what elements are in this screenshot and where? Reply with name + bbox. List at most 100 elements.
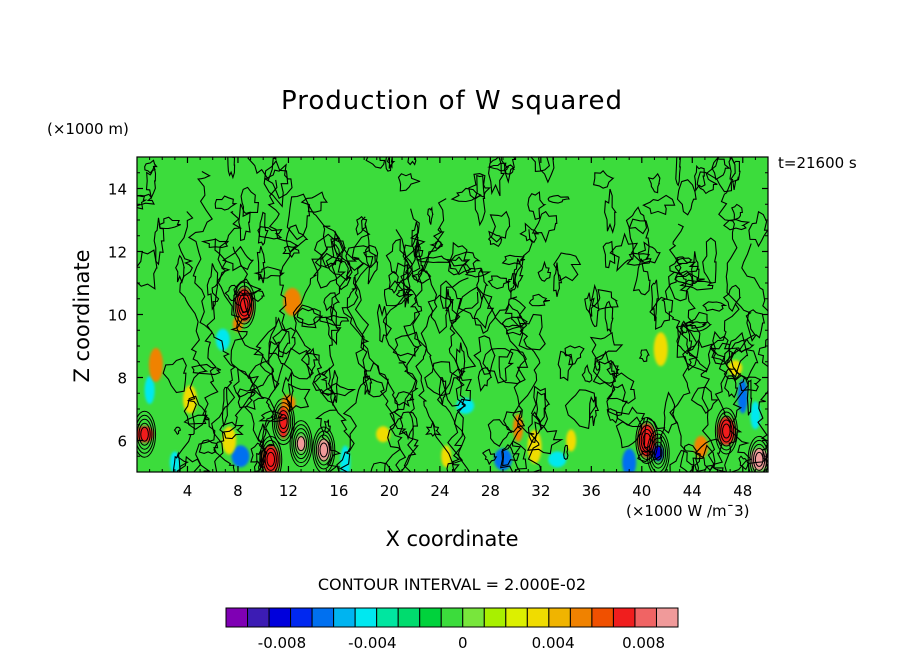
contour-line (253, 266, 285, 279)
contour-line (427, 206, 434, 225)
contour-line (292, 225, 355, 472)
x-tick-label: 8 (233, 482, 243, 500)
contour-line (296, 436, 306, 452)
contour-line (487, 162, 510, 172)
contour-feature (222, 426, 237, 455)
contour-line (264, 447, 277, 471)
contour-line (144, 159, 158, 174)
contour-feature (316, 438, 331, 461)
colorbar-swatch (591, 607, 614, 628)
contour-line (646, 429, 670, 472)
contour-line (679, 320, 688, 336)
contour-line (273, 402, 294, 442)
contour-line (477, 367, 492, 393)
contour-line (722, 423, 731, 439)
colorbar-swatch (376, 607, 399, 628)
x-tick-label: 16 (329, 482, 348, 500)
contour-line (528, 293, 551, 307)
time-label: t=21600 s (778, 154, 857, 172)
contour-line (293, 428, 309, 460)
colorbar-swatch (397, 607, 421, 628)
contour-line (317, 438, 330, 462)
contour-line (191, 363, 222, 376)
contour-line (489, 210, 511, 243)
contour-line (385, 238, 407, 275)
contour-line (187, 171, 219, 472)
contour-line (676, 179, 697, 216)
contour-line (487, 275, 511, 290)
contour-line (501, 443, 520, 467)
contour-line (553, 262, 563, 297)
contour-line (684, 321, 708, 329)
contour-line (749, 439, 768, 472)
contour-line (339, 276, 370, 472)
contour-line (286, 193, 311, 241)
contour-line (650, 279, 660, 322)
contour-line (650, 437, 667, 469)
contour-feature (231, 445, 250, 468)
contour-line (266, 451, 276, 467)
contour-line (300, 191, 328, 213)
contour-line (731, 203, 743, 221)
contour-line (232, 281, 256, 329)
contour-line (315, 434, 332, 466)
colorbar-tick-label: 0.004 (532, 634, 575, 652)
contour-line (323, 292, 340, 312)
contour-line (450, 251, 481, 273)
contour-line (137, 414, 155, 454)
contour-line (564, 389, 598, 430)
contour-line (637, 421, 657, 460)
contour-line (537, 260, 552, 282)
contour-line (501, 316, 528, 336)
contour-line (386, 157, 396, 169)
contour-line (503, 410, 526, 433)
contour-line (319, 442, 329, 458)
contour-interval-label: CONTOUR INTERVAL = 2.000E-02 (317, 575, 587, 594)
contour-line (606, 383, 628, 417)
contour-line (283, 347, 314, 380)
colorbar-tick-label: 0 (458, 634, 468, 652)
contour-line (592, 350, 616, 384)
contour-line (333, 230, 347, 264)
contour-line (323, 419, 331, 434)
contour-line (230, 246, 277, 472)
contour-line (500, 157, 516, 184)
contour-feature (278, 404, 289, 439)
y-tick-label: 14 (108, 181, 127, 199)
contour-feature (137, 426, 154, 443)
contour-line (711, 158, 731, 181)
contour-line (652, 441, 665, 465)
colorbar-swatch (634, 607, 657, 628)
contour-line (494, 303, 523, 328)
contour-line (257, 226, 283, 240)
y-tick-label: 6 (117, 433, 127, 451)
contour-line (592, 359, 619, 388)
contour-line (294, 432, 308, 456)
x-tick-label: 20 (380, 482, 399, 500)
x-tick-label: 40 (632, 482, 651, 500)
contour-feature (622, 448, 637, 472)
contour-line (625, 206, 648, 235)
contour-line (593, 289, 619, 310)
contour-line (746, 309, 765, 342)
contour-line (233, 368, 259, 398)
colorbar-swatch (333, 607, 356, 628)
contour-line (398, 411, 419, 441)
contour-line (487, 230, 503, 248)
contour-feature (653, 332, 668, 367)
contour-line (173, 426, 182, 435)
contour-line (675, 157, 681, 187)
colorbar-tick-label: 0.008 (622, 634, 665, 652)
contour-line (682, 338, 713, 373)
contour-line (162, 357, 187, 394)
contour-line (312, 367, 335, 397)
colorbar-swatch (419, 607, 442, 628)
y-tick-label: 8 (117, 370, 127, 388)
contour-line (535, 390, 549, 431)
contour-line (214, 195, 238, 211)
contour-line (632, 258, 651, 296)
contour-line (676, 324, 701, 371)
contour-line (716, 411, 737, 451)
contour-line (424, 361, 462, 397)
